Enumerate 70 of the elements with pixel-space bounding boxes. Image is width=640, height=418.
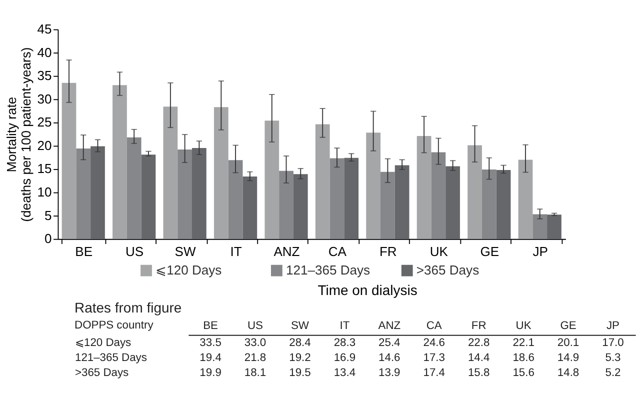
data-label: 28.4 <box>289 337 311 350</box>
data-label: 19.4 <box>200 352 222 364</box>
data-label: 14.9 <box>557 352 580 364</box>
data-label: 33.5 <box>200 337 222 350</box>
data-label: 22.1 <box>512 337 534 350</box>
data-label: 5.2 <box>605 366 621 379</box>
y-tick-label: 45 <box>37 21 52 36</box>
data-label: 15.6 <box>512 366 534 379</box>
data-label: 19.2 <box>289 352 311 364</box>
x-tick-label: JP <box>606 320 620 332</box>
chart-title: Rates from figure <box>74 299 182 316</box>
data-label: 13.9 <box>378 366 400 379</box>
x-tick-label: CA <box>328 244 347 260</box>
y-tick-label: 15 <box>37 161 52 176</box>
x-tick-label: GE <box>560 320 576 332</box>
x-tick-label: CA <box>426 320 442 332</box>
data-label: 17.0 <box>602 337 624 350</box>
y-tick-label: 121–365 Days <box>74 352 148 364</box>
x-tick-label: FR <box>471 320 486 332</box>
data-label: 22.8 <box>468 337 490 350</box>
x-tick-label: SW <box>290 320 310 332</box>
y-tick-label: 25 <box>37 114 52 130</box>
y-tick-label: 10 <box>37 184 52 200</box>
data-label: 19.9 <box>200 366 222 379</box>
legend-label: ⩽120 Days <box>156 262 222 278</box>
x-tick-label: SW <box>174 244 196 260</box>
data-label: 14.4 <box>468 352 490 364</box>
x-axis-title: Time on dialysis <box>318 282 418 298</box>
x-tick-label: UK <box>430 244 448 260</box>
data-label: 24.6 <box>423 337 445 350</box>
y-tick-label: 5 <box>44 208 52 223</box>
data-label: 17.3 <box>423 352 445 364</box>
legend-label: >365 Days <box>416 262 480 278</box>
data-label: 20.1 <box>557 337 580 350</box>
x-tick-label: UK <box>516 320 532 332</box>
x-tick-label: FR <box>379 244 397 260</box>
x-tick-label: ANZ <box>378 320 401 332</box>
data-label: 14.6 <box>378 352 400 364</box>
data-label: 17.4 <box>423 366 445 379</box>
y-axis-title: Mortality rate (deaths per 100 patient-years) <box>4 47 34 222</box>
x-tick-label: ANZ <box>274 244 300 260</box>
data-label: 18.6 <box>512 352 534 364</box>
x-tick-label: BE <box>75 244 93 260</box>
data-label: 16.9 <box>334 352 356 364</box>
data-label: 14.8 <box>557 366 580 379</box>
x-tick-label: US <box>126 244 144 260</box>
x-tick-label: BE <box>203 320 218 332</box>
data-label: 19.5 <box>289 366 311 379</box>
y-tick-label: 35 <box>37 68 52 84</box>
data-label: 21.8 <box>244 352 266 364</box>
data-label: 28.3 <box>334 337 356 350</box>
x-tick-label: IT <box>340 320 350 332</box>
y-tick-label: 0 <box>44 231 52 246</box>
y-tick-label: >365 Days <box>74 366 130 379</box>
data-label: 5.3 <box>605 352 621 364</box>
y-tick-label: 20 <box>37 138 52 153</box>
x-tick-label: US <box>248 320 264 332</box>
data-label: 25.4 <box>378 337 400 350</box>
text: DOPPS country <box>74 319 154 332</box>
data-label: 13.4 <box>334 366 356 379</box>
data-label: 33.0 <box>244 337 266 350</box>
x-tick-label: GE <box>480 244 500 260</box>
data-label: 18.1 <box>244 366 266 379</box>
legend-label: 121–365 Days <box>286 262 371 278</box>
y-tick-label: ⩽120 Days <box>74 337 132 350</box>
x-tick-label: JP <box>532 244 548 260</box>
y-tick-label: 30 <box>37 91 52 106</box>
y-tick-label: 40 <box>37 44 52 60</box>
data-label: 15.8 <box>468 366 490 379</box>
x-tick-label: IT <box>230 244 242 260</box>
